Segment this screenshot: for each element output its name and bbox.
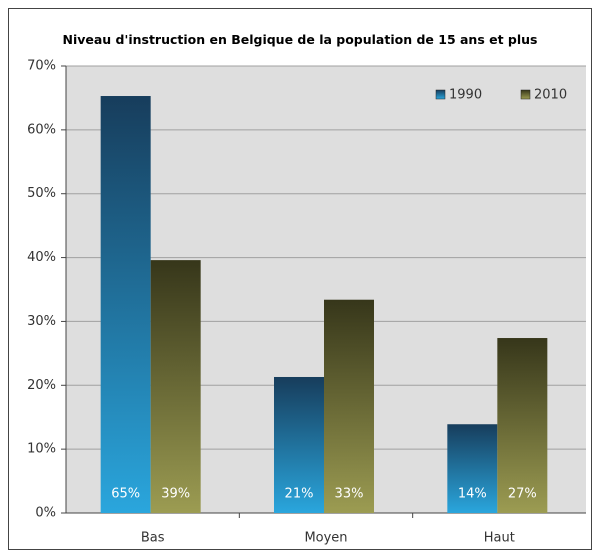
y-tick-label: 50% (27, 186, 56, 201)
data-label: 39% (161, 487, 190, 502)
bar (274, 376, 324, 513)
y-tick-label: 40% (27, 250, 56, 265)
legend-swatch (435, 89, 446, 100)
bar (100, 96, 151, 514)
y-tick-label: 70% (27, 59, 56, 74)
x-tick-label: Moyen (304, 531, 347, 546)
bar (447, 424, 498, 513)
legend-label: 2010 (534, 88, 567, 103)
y-tick-label: 30% (27, 314, 56, 329)
y-tick-label: 0% (35, 506, 56, 521)
bar (150, 260, 201, 513)
data-label: 27% (508, 487, 537, 502)
data-label: 65% (111, 487, 140, 502)
x-tick-label: Haut (484, 531, 515, 546)
data-label: 21% (285, 487, 314, 502)
data-label: 14% (458, 487, 487, 502)
data-label: 33% (335, 487, 364, 502)
legend-swatch (520, 89, 531, 100)
y-tick-label: 60% (27, 122, 56, 137)
chart-title: Niveau d'instruction en Belgique de la p… (62, 32, 538, 47)
y-tick-label: 20% (27, 378, 56, 393)
bar (497, 338, 548, 513)
bar (324, 299, 374, 513)
y-tick-label: 10% (27, 442, 56, 457)
x-tick-label: Bas (141, 531, 165, 546)
legend-label: 1990 (449, 88, 482, 103)
